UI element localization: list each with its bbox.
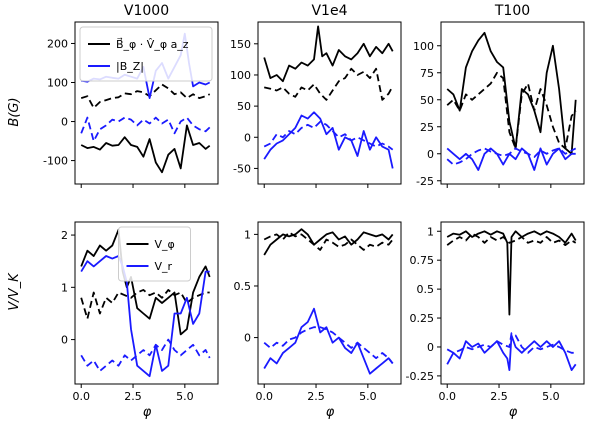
panel-b-v1e4: V1e4 -50 0 50 100 150 — [230, 3, 402, 188]
x-tick-label: 2.5 — [307, 390, 325, 403]
panel-title: V1e4 — [311, 3, 347, 19]
series-group — [446, 230, 577, 371]
row-ylabel-top: B(G) — [7, 97, 22, 126]
x-tick-label: 5.0 — [542, 390, 560, 403]
panel-b-t100: T100 -25 0 25 50 75 100 — [413, 3, 585, 188]
legend-label: |B_Z| — [116, 60, 144, 73]
y-tick-label: 75 — [420, 67, 434, 80]
x-axis-label-col-2: φ — [326, 405, 335, 420]
series-line-blue-dashed — [263, 326, 394, 364]
axes-frame — [257, 221, 402, 385]
series-line-black-solid — [80, 124, 211, 174]
axes-frame — [440, 221, 585, 385]
y-tick-label: 50 — [237, 100, 251, 113]
legend-box — [118, 226, 191, 282]
x-axis-label-col-3: φ — [509, 405, 518, 420]
series-line-black-dashed — [80, 83, 211, 109]
series-line-blue-dashed — [446, 332, 576, 354]
y-tick-label: -0.25 — [406, 370, 434, 383]
series-line-black-dashed — [446, 232, 577, 246]
x-axis-label-col-1: φ — [143, 405, 152, 420]
x-tick-label: 5.0 — [359, 390, 377, 403]
legend-label: V_φ — [155, 238, 175, 251]
y-tick-label: 2 — [61, 229, 68, 242]
y-tick-label: -50 — [233, 162, 251, 175]
legend-box — [79, 26, 213, 82]
y-tick-label: 0 — [427, 148, 434, 161]
series-line-black-solid — [263, 25, 394, 83]
series-line-black-dashed — [80, 289, 210, 320]
series-line-blue-solid — [263, 111, 394, 169]
x-tick-label: 0.0 — [438, 390, 456, 403]
y-tick-label: 150 — [230, 38, 251, 51]
x-tick-label: 2.5 — [490, 390, 508, 403]
series-group — [446, 31, 577, 171]
y-tick-label: 0 — [244, 131, 251, 144]
y-tick-label: 0.75 — [410, 254, 435, 267]
y-tick-label: 1 — [244, 228, 251, 241]
series-line-blue-solid — [446, 334, 577, 371]
series-group — [80, 228, 211, 378]
series-group — [263, 25, 394, 169]
series-line-blue-dashed — [263, 120, 394, 151]
x-tick-label: 2.5 — [124, 390, 142, 403]
x-tick-label: 0.0 — [72, 390, 90, 403]
y-tick-label: 0.5 — [234, 280, 252, 293]
series-line-blue-solid — [263, 307, 394, 375]
axes-frame — [440, 21, 585, 185]
series-line-black-dashed — [263, 231, 394, 251]
y-tick-label: 100 — [413, 40, 434, 53]
series-line-blue-dashed — [446, 147, 577, 166]
y-tick-label: 0 — [244, 332, 251, 345]
axes-frame — [257, 21, 402, 185]
y-tick-label: -100 — [43, 155, 68, 168]
series-line-black-solid — [80, 228, 211, 336]
y-tick-label: -25 — [416, 175, 434, 188]
panel-v-t100: -0.25 0 0.25 0.5 0.75 1 0.0 2.5 5.0 — [406, 221, 585, 403]
series-line-black-solid — [446, 31, 577, 155]
y-tick-label: 0 — [61, 334, 68, 347]
series-line-blue-dashed — [80, 338, 211, 372]
axes-frame — [74, 221, 219, 385]
y-tick-label: 1 — [61, 281, 68, 294]
legend-label: B⃗_φ · V̂_φ a_z — [116, 37, 189, 51]
panel-v-v1000: 0 1 2 0.0 2.5 5.0 V_φ V_r — [61, 221, 219, 403]
y-tick-label: 200 — [47, 37, 68, 50]
axes-frame — [74, 21, 219, 185]
series-line-blue-dashed — [80, 116, 211, 142]
panel-v-v1e4: 0 0.5 1 0.0 2.5 5.0 — [234, 221, 402, 403]
panel-b-v1000: V1000 -100 0 100 200 B⃗_φ · V̂_φ a_z |B_Z| — [43, 3, 219, 188]
legend-label: V_r — [155, 260, 173, 273]
legend: B⃗_φ · V̂_φ a_z |B_Z| — [79, 26, 213, 82]
y-tick-label: 25 — [420, 121, 434, 134]
legend: V_φ V_r — [118, 226, 191, 282]
series-line-blue-solid — [80, 255, 210, 378]
x-tick-label: 0.0 — [255, 390, 273, 403]
y-tick-label: 50 — [420, 94, 434, 107]
panel-title: V1000 — [124, 3, 169, 19]
y-tick-label: 0.5 — [417, 283, 435, 296]
y-tick-label: 0.25 — [410, 312, 435, 325]
y-tick-label: 1 — [427, 225, 434, 238]
y-tick-label: 100 — [47, 77, 68, 90]
series-line-black-dashed — [446, 71, 577, 150]
series-line-black-dashed — [264, 67, 394, 101]
series-group — [263, 228, 394, 375]
x-tick-label: 5.0 — [176, 390, 194, 403]
row-ylabel-bottom: V/V_K — [7, 272, 22, 311]
panel-title: T100 — [494, 3, 530, 19]
y-tick-label: 100 — [230, 69, 251, 82]
y-tick-label: 0 — [61, 116, 68, 129]
y-tick-label: 0 — [427, 341, 434, 354]
